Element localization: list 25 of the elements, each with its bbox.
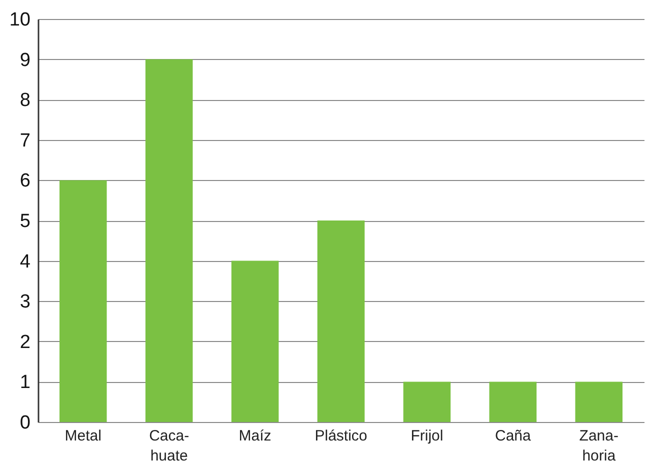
bar: [489, 382, 537, 422]
y-tick-label: 7: [20, 130, 30, 152]
y-tick-label: 1: [20, 372, 30, 394]
bar: [59, 180, 107, 422]
x-tick-label: Caña: [494, 428, 532, 444]
x-tick-label: Zana- horia: [579, 428, 618, 464]
bar: [403, 382, 451, 422]
bar: [317, 220, 365, 422]
y-tick-label: 9: [20, 50, 30, 71]
y-tick-label: 4: [20, 251, 31, 272]
x-tick-label: Metal: [64, 428, 102, 444]
x-tick-label: Plástico: [314, 428, 368, 444]
bar: [231, 260, 279, 422]
y-tick-label: 2: [20, 332, 30, 353]
y-tick-label: 5: [20, 211, 30, 232]
y-tick-label: 3: [20, 292, 30, 313]
x-tick-label: Frijol: [410, 428, 444, 444]
y-tick-label: 10: [9, 10, 30, 30]
bar: [145, 59, 193, 422]
y-tick-label: 6: [20, 170, 30, 192]
x-tick-label: Caca- huate: [149, 428, 190, 464]
y-tick-label: 8: [20, 90, 30, 112]
x-tick-label: Maíz: [238, 428, 272, 444]
bar: [575, 382, 623, 422]
y-tick-label: 0: [20, 412, 30, 434]
